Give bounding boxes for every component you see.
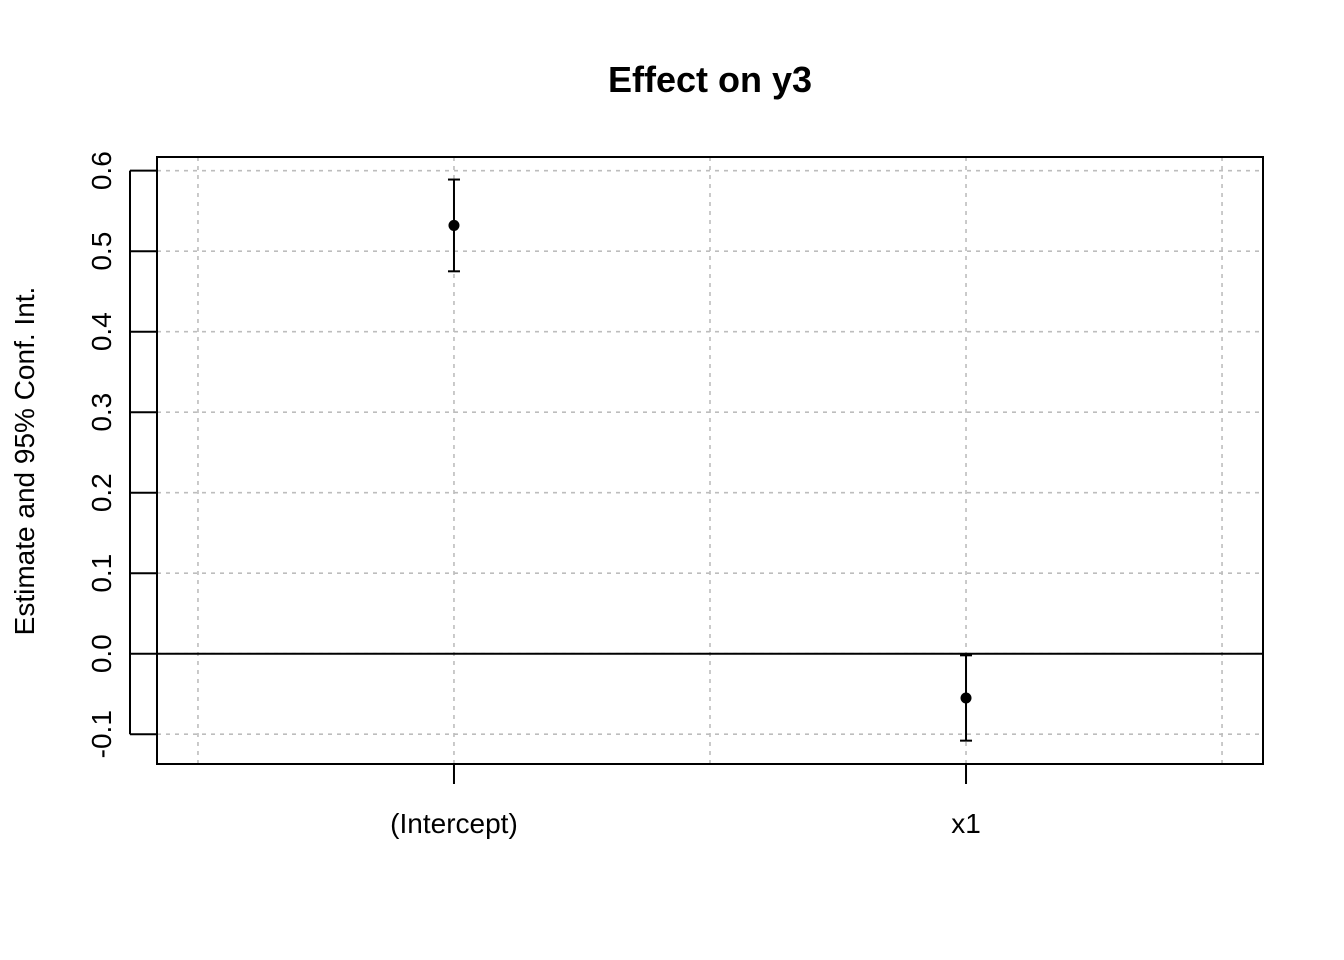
y-tick-label: 0.3 [86,393,117,432]
y-tick-label: 0.4 [86,312,117,351]
y-tick-label: 0.1 [86,554,117,593]
data-layer [447,178,973,742]
y-axis-label: Estimate and 95% Conf. Int. [9,287,40,636]
y-tick-label: 0.6 [86,151,117,190]
chart-title: Effect on y3 [608,59,812,100]
y-tick-label: 0.2 [86,473,117,512]
y-tick-label: -0.1 [86,710,117,758]
grid-lines [157,157,1263,764]
x-tick-label: x1 [951,808,981,839]
x-tick-label: (Intercept) [390,808,518,839]
y-axis: -0.1 0.0 0.1 0.2 0.3 0.4 0.5 0.6 [86,151,157,758]
estimate-group [960,654,973,742]
x-axis: (Intercept) x1 [390,764,981,839]
estimate-group [447,178,460,273]
y-tick-label: 0.5 [86,232,117,271]
estimate-point [448,219,460,231]
estimate-point [960,692,972,704]
plot-frame [156,156,1264,765]
y-tick-label: 0.0 [86,634,117,673]
